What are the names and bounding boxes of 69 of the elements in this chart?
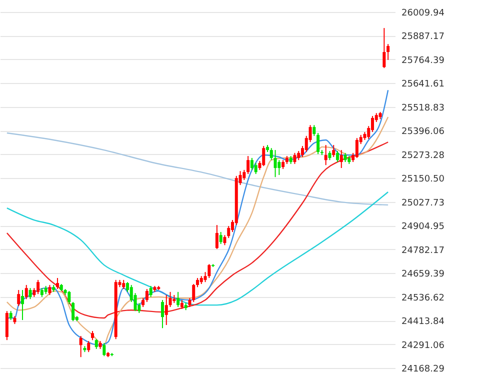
candlestick — [36, 279, 40, 295]
candlestick — [246, 156, 250, 174]
candlestick — [297, 150, 300, 161]
candlestick — [293, 152, 296, 164]
candlestick — [91, 330, 94, 341]
candlestick — [5, 310, 8, 341]
candlestick — [340, 150, 343, 169]
candlestick — [122, 279, 126, 290]
candlestick — [324, 144, 328, 166]
candlestick — [68, 290, 71, 305]
candlestick — [79, 336, 82, 358]
candlestick — [355, 138, 358, 158]
candlestick — [87, 340, 90, 353]
y-tick-label: 24659.39 — [402, 270, 445, 280]
candlestick — [274, 150, 277, 178]
candlestick — [312, 124, 316, 136]
candlestick — [382, 28, 386, 69]
y-tick-label: 24291.06 — [402, 340, 445, 351]
candlestick — [316, 132, 320, 155]
candlestick — [336, 150, 339, 163]
line-series — [6, 142, 389, 319]
candlestick — [270, 148, 273, 161]
candlestick — [102, 342, 106, 357]
candlestick — [176, 291, 180, 308]
candlestick — [72, 301, 75, 322]
candlestick — [192, 284, 196, 302]
candlestick — [344, 152, 347, 163]
candlestick — [145, 288, 148, 302]
candlestick — [164, 294, 168, 326]
y-tick-label: 24782.17 — [402, 246, 444, 256]
candlestick — [227, 226, 230, 238]
candlestick — [168, 291, 172, 308]
y-tick-label: 26009.94 — [402, 8, 445, 18]
candlestick — [94, 338, 98, 350]
candlestick — [161, 300, 164, 329]
candlestick — [250, 157, 254, 170]
y-tick-label: 24413.84 — [402, 317, 445, 328]
y-tick-label: 25273.28 — [402, 150, 445, 161]
y-tick-label: 25518.83 — [402, 103, 444, 114]
candlestick — [28, 288, 32, 300]
candlestick — [149, 285, 152, 298]
line-series — [6, 132, 389, 206]
y-tick-label: 24536.62 — [402, 293, 444, 304]
y-tick-label: 25887.17 — [402, 32, 444, 42]
candlestick — [219, 232, 222, 244]
candlestick — [196, 278, 199, 288]
line-series — [6, 191, 389, 306]
candlestick — [48, 284, 52, 296]
candlestick — [278, 160, 281, 176]
candlestick — [21, 290, 24, 320]
candlestick — [56, 278, 59, 290]
y-tick-label: 25764.39 — [402, 56, 445, 66]
y-tick-label: 24904.95 — [402, 222, 444, 232]
candlestick — [386, 44, 390, 60]
y-tick-label: 25641.61 — [402, 80, 444, 90]
y-tick-label: 24168.29 — [402, 364, 445, 375]
candlestick — [371, 116, 374, 133]
candlestick — [215, 224, 218, 250]
candlestick — [208, 264, 211, 279]
y-tick-label: 25027.73 — [402, 198, 444, 208]
candlestick — [254, 162, 258, 174]
y-tick-label: 25396.06 — [402, 127, 445, 138]
candlestick — [17, 290, 20, 307]
candlestick — [223, 234, 226, 246]
candlestick — [332, 144, 336, 158]
candlestick — [24, 284, 28, 300]
y-tick-label: 25150.50 — [402, 174, 445, 185]
candlestick — [262, 145, 266, 167]
candlestick — [328, 150, 332, 161]
